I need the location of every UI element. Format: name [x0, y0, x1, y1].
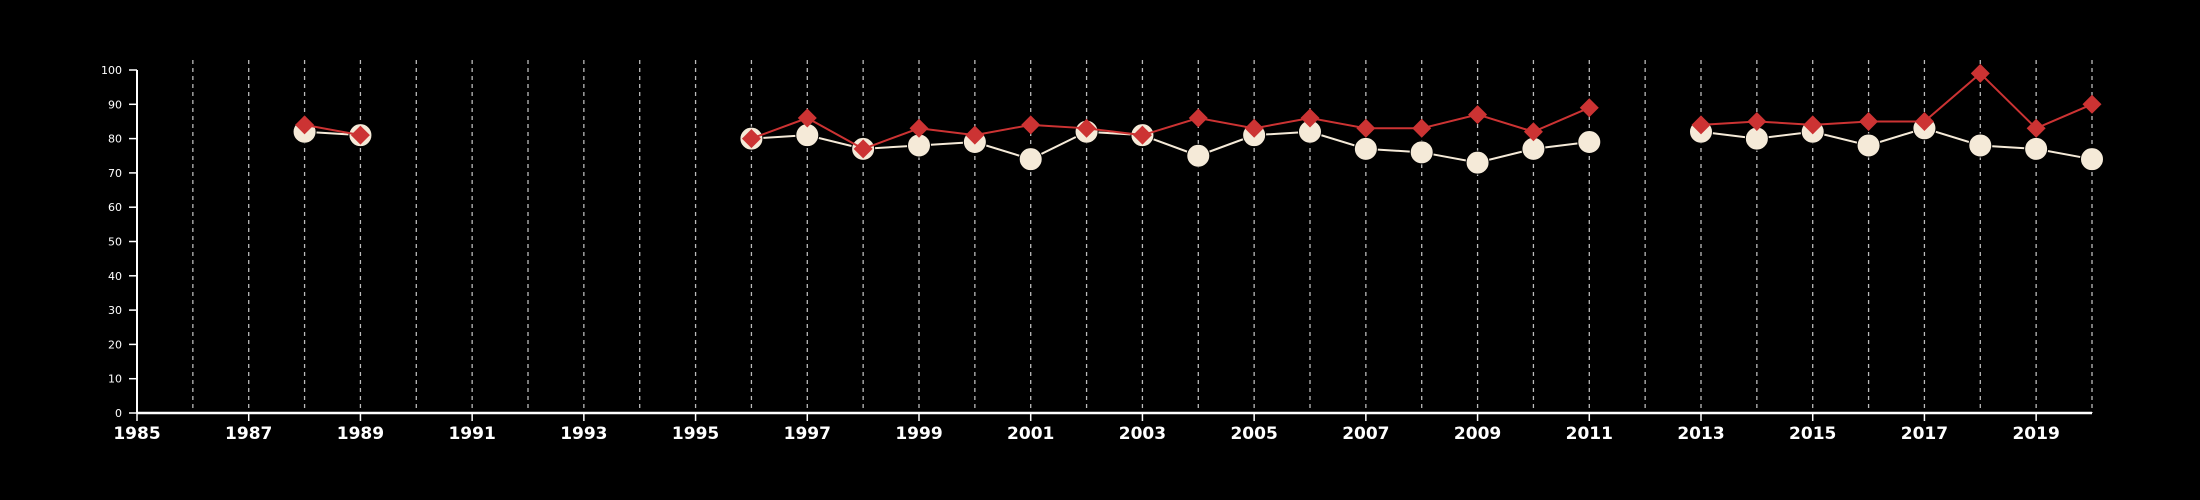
x-tick-label-2017: 2017	[1901, 424, 1948, 444]
x-tick-label-2009: 2009	[1454, 424, 1501, 444]
point-diamond-1998	[853, 139, 873, 159]
point-diamond-2003	[1132, 125, 1152, 145]
point-circle-2020	[2080, 147, 2104, 172]
point-circle-2001	[1018, 147, 1043, 172]
y-tick-label-0: 0	[115, 407, 122, 420]
point-diamond-2000	[965, 125, 985, 145]
x-tick-label-2001: 2001	[1007, 424, 1054, 444]
y-tick-label-90: 90	[108, 98, 122, 111]
y-tick-label-60: 60	[108, 201, 122, 214]
point-diamond-2014	[1747, 111, 1767, 131]
x-tick-label-1995: 1995	[672, 424, 719, 444]
point-diamond-2018	[1970, 63, 1990, 83]
point-circle-2016	[1856, 133, 1881, 158]
point-diamond-2013	[1691, 115, 1711, 135]
x-tick-label-2007: 2007	[1342, 424, 1389, 444]
x-tick-label-2005: 2005	[1230, 424, 1277, 444]
point-diamond-2011	[1579, 98, 1599, 118]
x-tick-label-1985: 1985	[113, 424, 160, 444]
point-diamond-1999	[909, 118, 929, 138]
x-tick-label-1991: 1991	[448, 424, 495, 444]
point-diamond-1988	[295, 115, 315, 135]
point-diamond-2015	[1803, 115, 1823, 135]
point-diamond-2017	[1914, 111, 1934, 131]
point-diamond-1997	[797, 108, 817, 128]
y-tick-label-10: 10	[108, 373, 122, 386]
point-diamond-2001	[1021, 115, 1041, 135]
point-diamond-1996	[741, 129, 761, 149]
y-tick-label-70: 70	[108, 167, 122, 180]
series-diamond	[295, 63, 2102, 159]
series-diamond-line-0	[304, 123, 361, 137]
point-diamond-2010	[1523, 122, 1543, 142]
point-circle-2004	[1186, 143, 1211, 168]
point-diamond-2007	[1356, 118, 1376, 138]
axes: 0 10 20 30 40 50 60 70 80 90 100 1985 1987 1989 1991 19…	[101, 64, 2092, 444]
point-diamond-2006	[1300, 108, 1320, 128]
x-tick-label-2019: 2019	[2012, 424, 2059, 444]
point-diamond-2020	[2082, 94, 2102, 114]
point-circle-2018	[1968, 133, 1993, 158]
point-circle-2011	[1577, 130, 1602, 155]
y-tick-label-30: 30	[108, 304, 122, 317]
point-circle-2008	[1409, 140, 1434, 165]
point-circle-2019	[2024, 136, 2049, 161]
point-diamond-2002	[1077, 118, 1097, 138]
point-circle-2007	[1353, 136, 1378, 161]
point-diamond-2009	[1468, 105, 1488, 125]
x-tick-label-2003: 2003	[1119, 424, 1166, 444]
point-diamond-2004	[1188, 108, 1208, 128]
x-tick-label-1999: 1999	[895, 424, 942, 444]
series-circle-line-1	[751, 130, 1590, 164]
y-tick-label-20: 20	[108, 338, 122, 351]
point-diamond-2016	[1859, 111, 1879, 131]
point-circle-2009	[1465, 150, 1490, 175]
series-diamond-line-1	[751, 106, 1590, 150]
y-tick-label-80: 80	[108, 133, 122, 146]
x-tick-label-2013: 2013	[1677, 424, 1724, 444]
y-tick-label-50: 50	[108, 236, 122, 249]
y-tick-label-40: 40	[108, 270, 122, 283]
point-diamond-2019	[2026, 118, 2046, 138]
data-series	[292, 63, 2104, 175]
x-tick-label-1989: 1989	[337, 424, 384, 444]
x-tick-label-2015: 2015	[1789, 424, 1836, 444]
y-tick-label-100: 100	[101, 64, 122, 77]
point-diamond-2005	[1244, 118, 1264, 138]
x-tick-label-1993: 1993	[560, 424, 607, 444]
x-tick-label-2011: 2011	[1566, 424, 1613, 444]
x-tick-label-1987: 1987	[225, 424, 272, 444]
x-tick-label-1997: 1997	[784, 424, 831, 444]
point-diamond-1989	[350, 125, 370, 145]
point-diamond-2008	[1412, 118, 1432, 138]
series-diamond-line-2	[1700, 72, 2093, 130]
